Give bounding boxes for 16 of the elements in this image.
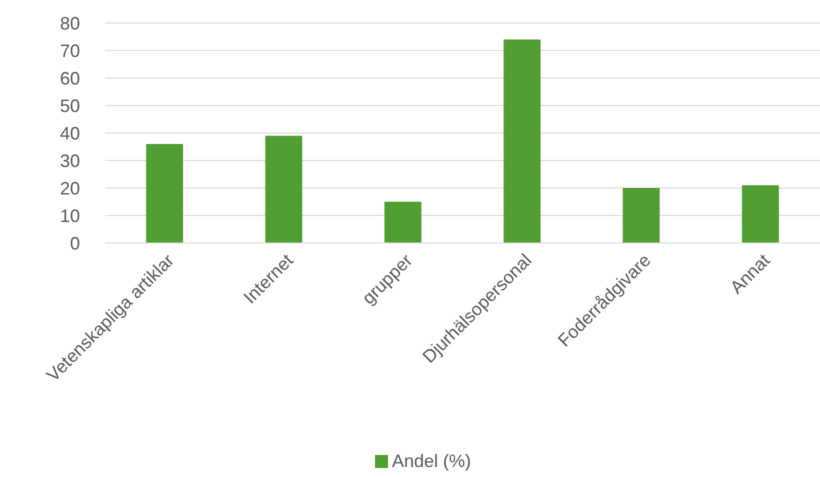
y-tick-label: 50 (60, 96, 80, 116)
legend-label: Andel (%) (392, 451, 472, 471)
bar (742, 185, 779, 243)
bar (622, 188, 660, 243)
bar (146, 144, 184, 243)
y-tick-label: 30 (60, 150, 80, 171)
y-tick-label: 70 (60, 40, 80, 61)
y-tick-label: 80 (60, 13, 80, 34)
bar (384, 202, 422, 243)
y-tick-label: 60 (60, 68, 80, 88)
y-tick-label: 0 (70, 233, 80, 254)
bar (265, 136, 302, 243)
bar (504, 40, 541, 243)
y-tick-label: 20 (60, 178, 80, 198)
y-tick-label: 40 (60, 123, 80, 144)
y-tick-label: 10 (60, 206, 80, 226)
